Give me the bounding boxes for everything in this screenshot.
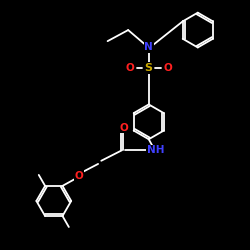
Text: N: N [144, 42, 153, 52]
Text: NH: NH [147, 145, 164, 155]
Text: O: O [119, 122, 128, 132]
Text: O: O [163, 63, 172, 73]
Text: S: S [145, 63, 153, 73]
Text: O: O [75, 171, 84, 181]
Text: O: O [125, 63, 134, 73]
